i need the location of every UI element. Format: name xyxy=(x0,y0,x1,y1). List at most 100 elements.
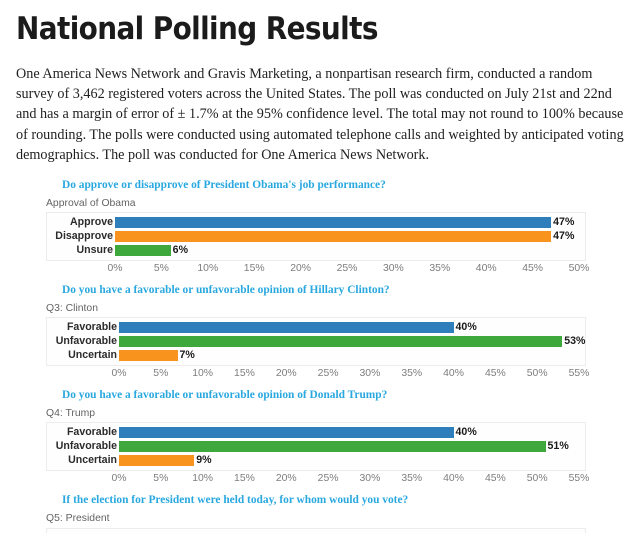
bar-category-label: Unsure xyxy=(76,244,114,257)
axis-tick-label: 15% xyxy=(234,368,255,380)
axis-tick-label: 35% xyxy=(401,368,423,380)
intro-paragraph: One America News Network and Gravis Mark… xyxy=(16,66,624,163)
bar-rows: Donald Trump51%Hillary Clinton49% xyxy=(47,529,585,533)
axis-tick-label: 55% xyxy=(568,368,590,380)
axis-tick-label: 50% xyxy=(568,263,590,275)
axis-tick-label: 45% xyxy=(484,368,506,380)
axis-tick-label: 25% xyxy=(317,473,339,485)
x-axis-ticks: 0% 5% 10% 15% 20% 25% 30% 35% 40% 45% 50% 55% xyxy=(46,366,589,383)
bar-track: 6% xyxy=(115,244,585,257)
axis-tick-label: 30% xyxy=(382,263,404,275)
axis-tick-label: 5% xyxy=(153,368,169,380)
bar-row: Disapprove 47% xyxy=(47,230,585,243)
bar xyxy=(119,336,563,348)
bar-value-label: 9% xyxy=(196,454,212,467)
x-axis: 0% 5% 10% 15% 20% 25% 30% 35% 40% 45% 50% xyxy=(46,261,589,278)
bar xyxy=(115,245,171,257)
chart-question: If the election for President were held … xyxy=(62,494,409,507)
bar-category-label: Disapprove xyxy=(55,230,113,243)
axis-tick-label: 5% xyxy=(153,263,169,275)
plot-area: Approve 47% Disapprove 47% Unsure 6% xyxy=(46,212,586,262)
bar-rows: Approve 47% Disapprove 47% Unsure 6% xyxy=(47,213,585,260)
axis-tick-label: 45% xyxy=(522,263,543,275)
bar-track: 53% xyxy=(119,335,586,348)
axis-tick-label: 35% xyxy=(429,263,451,275)
axis-tick-label: 25% xyxy=(336,263,358,275)
page-title: National Polling Results xyxy=(16,11,378,47)
bar-row: Unfavorable 53% xyxy=(47,335,585,348)
chart-question: Do you have a favorable or unfavorable o… xyxy=(62,284,390,297)
bar-rows: Favorable 40% Unfavorable 53% Uncertain 7% xyxy=(47,318,585,365)
bar-value-label: 51% xyxy=(548,532,571,533)
bar-value-label: 53% xyxy=(564,335,586,348)
bar-row: Uncertain 9% xyxy=(47,454,585,467)
bar xyxy=(115,217,552,229)
bar-category-label: Uncertain xyxy=(68,349,117,362)
bar-track: 7% xyxy=(119,349,585,362)
bar-category-label: Unfavorable xyxy=(55,335,117,348)
chart-title: Q4: Trump xyxy=(46,407,96,419)
bar-value-label: 51% xyxy=(547,440,569,453)
chart-title: Approval of Obama xyxy=(46,197,136,209)
bar-track: 51% xyxy=(119,440,585,453)
bar-value-label: 47% xyxy=(553,230,575,243)
bar-track: 47% xyxy=(115,216,585,229)
bar xyxy=(119,350,178,362)
axis-tick-label: 20% xyxy=(275,368,297,380)
bar-category-label: Favorable xyxy=(66,426,117,439)
bar-track: 40% xyxy=(119,321,585,334)
bar xyxy=(119,441,546,453)
x-axis-ticks: 0% 5% 10% 15% 20% 25% 30% 35% 40% 45% 50% xyxy=(46,261,589,278)
bar-category-label: Approve xyxy=(70,216,113,229)
bar-value-label: 40% xyxy=(455,426,477,439)
axis-tick-label: 20% xyxy=(290,263,311,275)
bar xyxy=(119,455,195,467)
axis-tick-label: 10% xyxy=(197,263,219,275)
axis-tick-label: 0% xyxy=(111,473,127,485)
chart-question: Do you have a favorable or unfavorable o… xyxy=(62,389,388,402)
bar xyxy=(115,231,552,243)
axis-tick-label: 30% xyxy=(359,473,381,485)
bar-category-label: Uncertain xyxy=(68,454,117,467)
bar-track: 9% xyxy=(119,454,585,467)
bar-rows: Favorable 40% Unfavorable 51% Uncertain 9% xyxy=(47,423,585,470)
chart-block: Do approve or disapprove of President Ob… xyxy=(14,179,626,278)
axis-tick-label: 30% xyxy=(359,368,381,380)
x-axis: 0% 5% 10% 15% 20% 25% 30% 35% 40% 45% 50% 55% xyxy=(46,366,589,383)
chart-title: Q3: Clinton xyxy=(46,302,98,314)
axis-tick-label: 15% xyxy=(234,473,255,485)
x-axis: 0% 5% 10% 15% 20% 25% 30% 35% 40% 45% 50% 55% xyxy=(46,471,589,488)
bar-track: 47% xyxy=(115,230,585,243)
axis-tick-label: 35% xyxy=(401,473,423,485)
bar-category-label: Favorable xyxy=(66,321,117,334)
bar-row: Unsure 6% xyxy=(47,244,585,257)
plot-area: Favorable 40% Unfavorable 53% Uncertain 7% xyxy=(46,317,586,367)
axis-tick-label: 10% xyxy=(192,473,214,485)
bar-track: 40% xyxy=(119,426,585,439)
x-axis-ticks: 0% 5% 10% 15% 20% 25% 30% 35% 40% 45% 50% 55% xyxy=(46,471,589,488)
axis-tick-label: 10% xyxy=(192,368,214,380)
axis-tick-label: 0% xyxy=(111,368,127,380)
axis-tick-label: 55% xyxy=(568,473,590,485)
axis-tick-label: 20% xyxy=(275,473,297,485)
polling-results-page: National Polling Results One America New… xyxy=(0,12,640,533)
chart-block: Do you have a favorable or unfavorable o… xyxy=(14,284,626,383)
plot-area: Donald Trump51%Hillary Clinton49% xyxy=(46,527,586,533)
bar-value-label: 7% xyxy=(179,349,195,362)
axis-tick-label: 0% xyxy=(107,263,123,275)
bar-row: Favorable 40% xyxy=(47,321,585,334)
bar xyxy=(119,322,454,334)
chart-block: Do you have a favorable or unfavorable o… xyxy=(14,389,626,488)
axis-tick-label: 40% xyxy=(443,473,464,485)
axis-tick-label: 15% xyxy=(243,263,265,275)
chart-block: If the election for President were held … xyxy=(14,494,626,533)
axis-tick-label: 25% xyxy=(317,368,339,380)
axis-tick-label: 50% xyxy=(526,368,548,380)
axis-tick-label: 40% xyxy=(475,263,497,275)
chart-title: Q5: President xyxy=(46,513,110,525)
bar-row: Unfavorable 51% xyxy=(47,440,585,453)
charts-container: Do approve or disapprove of President Ob… xyxy=(14,179,626,533)
axis-tick-label: 45% xyxy=(484,473,506,485)
axis-tick-label: 50% xyxy=(526,473,548,485)
chart-question: Do approve or disapprove of President Ob… xyxy=(62,178,386,191)
